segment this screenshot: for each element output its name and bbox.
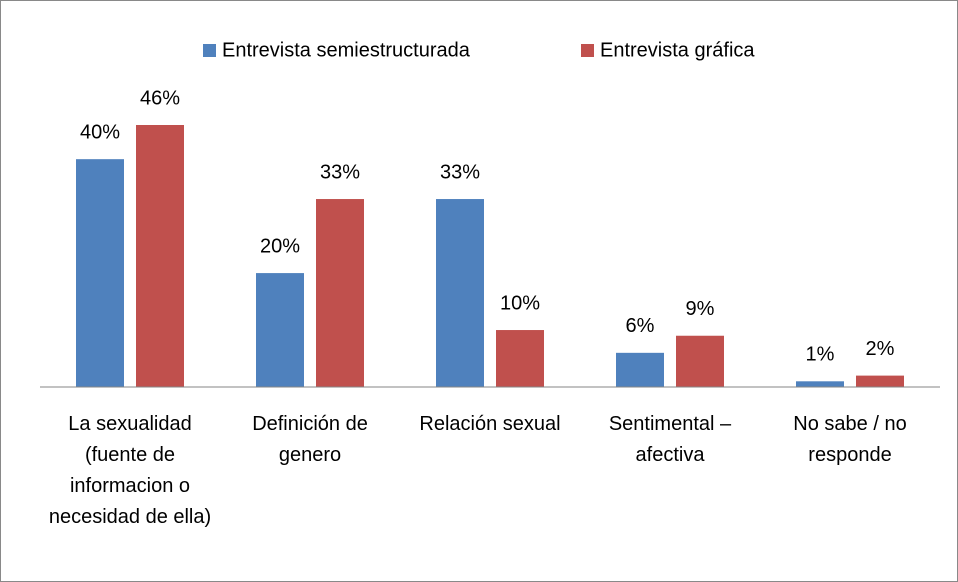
- data-label: 20%: [260, 235, 300, 257]
- data-label: 10%: [500, 292, 540, 314]
- bar: [256, 273, 304, 387]
- bar: [616, 352, 664, 387]
- legend-swatch: [203, 44, 216, 57]
- data-label: 9%: [686, 298, 715, 320]
- x-tick-label: Relación sexual: [419, 413, 561, 435]
- data-label: 46%: [140, 87, 180, 109]
- bar: [496, 330, 544, 387]
- bar: [136, 125, 184, 387]
- bar: [316, 199, 364, 387]
- x-tick-label: No sabe / no responde: [793, 413, 907, 466]
- bar: [856, 375, 904, 387]
- data-label: 6%: [626, 315, 655, 337]
- x-tick-label: Sentimental – afectiva: [608, 413, 732, 466]
- bar: [676, 335, 724, 387]
- legend-label: Entrevista gráfica: [600, 39, 755, 61]
- legend-swatch: [581, 44, 594, 57]
- legend-label: Entrevista semiestructurada: [222, 39, 471, 61]
- bar: [436, 199, 484, 387]
- x-tick-label: La sexualidad (fuente de informacion o n…: [48, 413, 212, 528]
- bar: [796, 381, 844, 387]
- data-label: 40%: [80, 121, 120, 143]
- data-label: 1%: [806, 344, 835, 366]
- bar: [76, 159, 124, 387]
- x-tick-label: Definición de genero: [252, 413, 368, 466]
- data-label: 33%: [440, 161, 480, 183]
- data-label: 33%: [320, 161, 360, 183]
- data-label: 2%: [866, 338, 895, 360]
